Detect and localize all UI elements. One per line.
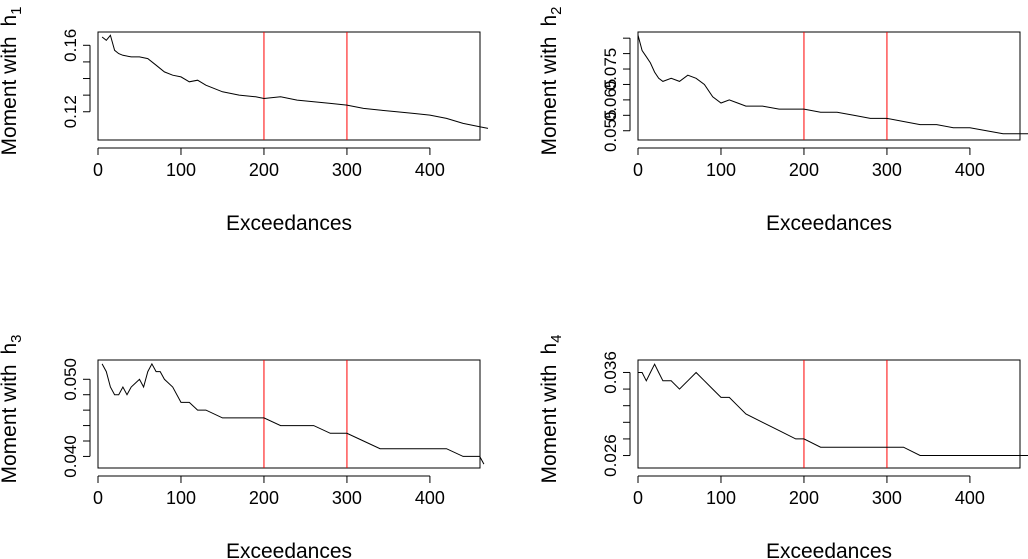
x-tick-label: 200 [789,488,819,508]
series-line [637,34,1028,135]
x-tick-label: 400 [415,488,445,508]
x-tick-label: 200 [249,160,279,180]
x-tick-label: 100 [166,488,196,508]
x-tick-label: 200 [249,488,279,508]
x-tick-label: 300 [332,488,362,508]
y-tick-label: 0.065 [601,79,620,122]
series-line [101,34,489,129]
chart-panel-4: 0 100 200 300 400 Exceedances 0.026 0.036 Moment… [538,334,1028,559]
x-tick-label: 0 [633,160,643,180]
y-axis-label: Moment with h3 [0,334,25,483]
x-tick-label: 200 [789,160,819,180]
series-line [638,363,1028,456]
x-tick-label: 300 [332,160,362,180]
y-tick-label: 0.040 [61,435,80,478]
y-tick-label: 0.055 [601,109,620,152]
y-axis-label: Moment with h1 [0,6,25,155]
x-tick-label: 100 [706,160,736,180]
x-tick-label: 300 [872,160,902,180]
y-tick-label: 0.050 [61,358,80,401]
x-tick-label: 0 [93,160,103,180]
chart-panel-3: 0 100 200 300 400 Exceedances 0.040 0.050 Moment… [0,334,485,559]
y-axis-label-symbol: h [0,15,21,27]
y-tick-label: 0.036 [601,351,620,394]
y-tick-label: 0.026 [601,434,620,477]
y-axis-label-subscript: 4 [548,334,565,342]
y-tick-label: 0.075 [601,48,620,91]
plot-frame [637,31,1021,141]
x-tick-label: 400 [955,488,985,508]
y-tick-label: 0.16 [61,29,80,62]
y-axis-label: Moment with h2 [538,6,565,155]
x-tick-label: 300 [872,488,902,508]
x-axis-label: Exceedances [766,212,892,235]
x-tick-label: 400 [955,160,985,180]
y-axis-label-subscript: 1 [8,6,25,14]
x-tick-label: 0 [633,488,643,508]
y-axis-label-symbol: h [538,15,561,27]
x-tick-label: 0 [93,488,103,508]
x-tick-label: 100 [706,488,736,508]
x-axis-label: Exceedances [766,540,892,559]
plot-frame [637,359,1021,469]
plot-frame [97,31,481,141]
x-tick-label: 400 [415,160,445,180]
x-axis-label: Exceedances [226,540,352,559]
y-tick-label: 0.12 [61,95,80,128]
y-axis-label-text: Moment with [538,36,561,155]
x-axis-label: Exceedances [226,212,352,235]
plot-frame [97,359,481,469]
y-axis-label-text: Moment with [538,364,561,483]
y-axis-label: Moment with h4 [538,334,565,483]
y-axis-label-symbol: h [0,343,21,355]
series-line [101,362,485,465]
y-axis-label-symbol: h [538,343,561,355]
chart-panel-1: 0 100 200 300 400 Exceedances 0.12 0.16 Moment w… [0,6,489,235]
y-axis-label-subscript: 2 [548,6,565,14]
x-tick-label: 100 [166,160,196,180]
y-axis-label-text: Moment with [0,36,21,155]
y-axis-label-subscript: 3 [8,334,25,342]
y-axis-label-text: Moment with [0,364,21,483]
